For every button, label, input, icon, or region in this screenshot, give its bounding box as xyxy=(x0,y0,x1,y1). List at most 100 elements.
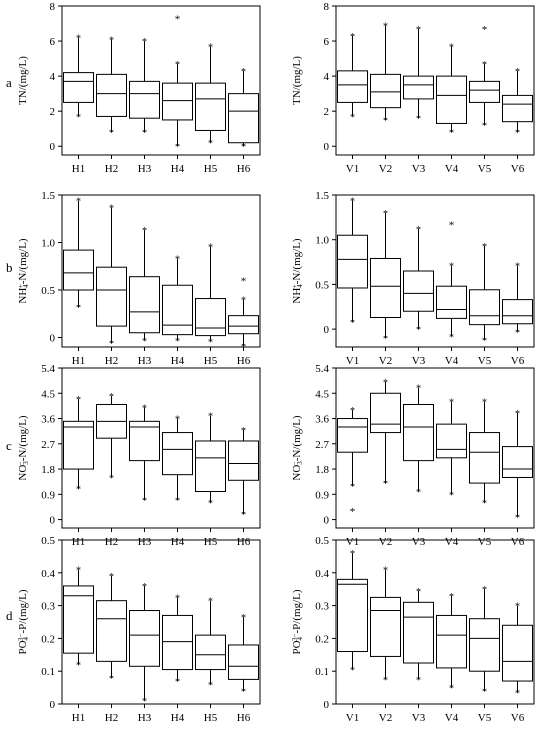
box-h1: ** xyxy=(63,34,94,123)
whisker-end-marker: * xyxy=(449,262,454,273)
whisker-end-marker: * xyxy=(109,339,114,350)
whisker-end-marker: * xyxy=(482,398,487,409)
whisker-end-marker: * xyxy=(208,337,213,348)
whisker-end-marker: * xyxy=(449,592,454,603)
y-tick-label: 0 xyxy=(50,333,56,345)
iqr-box xyxy=(337,418,368,453)
x-tick-label: V3 xyxy=(412,355,426,367)
iqr-box xyxy=(370,73,401,109)
whisker-end-marker: * xyxy=(416,114,421,125)
whisker-end-marker: * xyxy=(208,242,213,253)
y-tick-label: 0.1 xyxy=(41,666,55,678)
y-tick-label: 6 xyxy=(50,36,56,48)
box-h4: ** xyxy=(162,255,193,347)
box-v2: ** xyxy=(370,566,401,686)
box-h5: ** xyxy=(195,597,226,691)
x-tick-label: H1 xyxy=(72,163,85,175)
panel-4-2-frame xyxy=(335,539,535,705)
x-tick-label: H4 xyxy=(171,712,185,724)
x-tick-label: V1 xyxy=(346,712,359,724)
whisker-end-marker: * xyxy=(350,482,355,493)
y-tick-label: 0.2 xyxy=(315,633,329,645)
iqr-box xyxy=(162,82,193,121)
whisker-end-marker: * xyxy=(416,325,421,336)
iqr-box xyxy=(162,284,193,336)
x-tick-label: H6 xyxy=(237,355,251,367)
whisker-end-marker: * xyxy=(449,490,454,501)
box-h6: ** xyxy=(228,613,259,698)
iqr-box xyxy=(228,644,259,680)
iqr-box xyxy=(129,276,160,334)
whisker-end-marker: * xyxy=(416,225,421,236)
y-tick-label: 0 xyxy=(50,141,56,153)
panel-4-2-y-axis-label: PO43−-P/(mg/L) xyxy=(291,589,304,654)
box-v4: ** xyxy=(436,592,467,695)
x-tick-label: H2 xyxy=(105,355,118,367)
y-tick-label: 0.9 xyxy=(41,489,55,501)
panel-2-1-frame xyxy=(61,194,261,348)
y-tick-label: 0 xyxy=(324,699,330,711)
x-tick-label: H5 xyxy=(204,536,218,548)
box-v5: ** xyxy=(469,585,500,698)
panel-3-2: 00.91.82.73.64.55.4NO3−-N/(mg/L)V1***V2*… xyxy=(291,363,535,548)
y-tick-label: 4 xyxy=(324,71,330,83)
panel-2-1: 00.51.01.5NH4+-N/(mg/L)H1**H2**H3**H4**H… xyxy=(17,190,261,367)
iqr-box xyxy=(63,249,94,291)
whisker-end-marker: * xyxy=(241,687,246,698)
iqr-box xyxy=(502,299,533,325)
x-tick-label: H5 xyxy=(204,355,218,367)
whisker-end-marker: * xyxy=(383,21,388,32)
iqr-box xyxy=(63,585,94,654)
box-h1: ** xyxy=(63,197,94,314)
whisker-end-marker: * xyxy=(482,585,487,596)
x-tick-label: V2 xyxy=(379,355,392,367)
iqr-box xyxy=(96,73,127,117)
box-v2: ** xyxy=(370,378,401,490)
row-label-c: c xyxy=(6,438,12,453)
whisker-end-marker: * xyxy=(241,142,246,153)
y-tick-label: 0.1 xyxy=(315,666,329,678)
whisker-end-marker: * xyxy=(142,336,147,347)
box-h3: ** xyxy=(129,226,160,347)
iqr-box xyxy=(228,315,259,335)
x-tick-label: H2 xyxy=(105,163,118,175)
panel-2-2-frame xyxy=(335,194,535,348)
whisker-end-marker: * xyxy=(449,128,454,139)
iqr-box xyxy=(370,596,401,657)
whisker-end-marker: * xyxy=(109,35,114,46)
box-h5: ** xyxy=(195,412,226,510)
box-v1: ** xyxy=(337,196,368,329)
box-h2: ** xyxy=(96,572,127,685)
x-tick-label: H1 xyxy=(72,712,85,724)
x-tick-label: V2 xyxy=(379,163,392,175)
x-tick-label: H5 xyxy=(204,163,218,175)
box-h4: ** xyxy=(162,415,193,507)
y-tick-label: 1.8 xyxy=(41,464,55,476)
y-tick-label: 0 xyxy=(50,699,56,711)
iqr-box xyxy=(469,289,500,326)
x-tick-label: V6 xyxy=(511,536,525,548)
y-tick-label: 0.3 xyxy=(315,601,329,613)
x-tick-label: V1 xyxy=(346,163,359,175)
box-v3: ** xyxy=(403,587,434,686)
whisker-end-marker: * xyxy=(383,479,388,490)
y-tick-label: 3.6 xyxy=(315,414,329,426)
x-tick-label: V3 xyxy=(412,163,426,175)
panel-1-2-y-axis-label: TN/(mg/L) xyxy=(291,56,303,105)
x-tick-label: H3 xyxy=(138,355,152,367)
whisker-end-marker: * xyxy=(449,398,454,409)
iqr-box xyxy=(228,93,259,144)
y-tick-label: 0.9 xyxy=(315,489,329,501)
x-tick-label: V5 xyxy=(478,712,492,724)
box-v4: ** xyxy=(436,42,467,139)
whisker-end-marker: * xyxy=(208,412,213,423)
iqr-box xyxy=(162,614,193,671)
whisker-end-marker: * xyxy=(76,303,81,314)
y-tick-label: 1.8 xyxy=(315,464,329,476)
y-tick-label: 0.4 xyxy=(315,568,329,580)
box-h6: ** xyxy=(228,67,259,153)
whisker-end-marker: * xyxy=(515,409,520,420)
whisker-end-marker: * xyxy=(350,196,355,207)
iqr-box xyxy=(502,624,533,682)
